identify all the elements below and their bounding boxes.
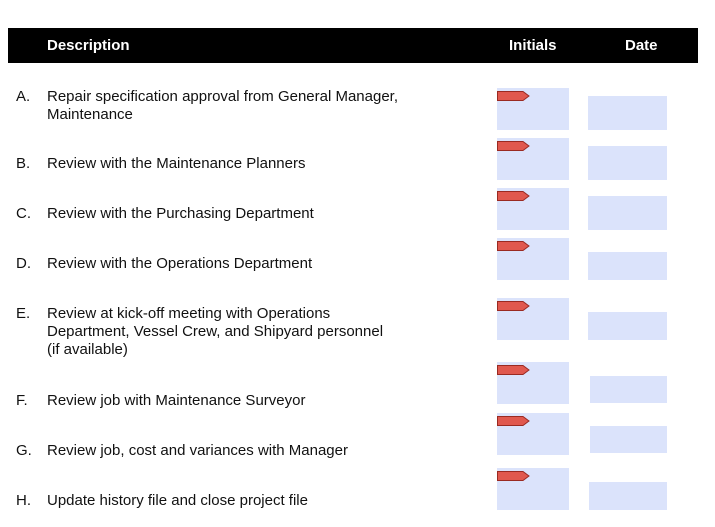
header-date: Date bbox=[625, 37, 658, 54]
date-field[interactable] bbox=[589, 482, 667, 510]
sign-here-tag bbox=[497, 188, 530, 201]
row-letter: D. bbox=[16, 255, 31, 272]
date-field[interactable] bbox=[588, 312, 667, 340]
date-field[interactable] bbox=[588, 146, 667, 180]
date-field[interactable] bbox=[590, 376, 667, 403]
tag-shape bbox=[497, 141, 530, 151]
row-description: Update history file and close project fi… bbox=[47, 492, 308, 509]
sign-here-tag bbox=[497, 88, 530, 101]
date-field[interactable] bbox=[588, 196, 667, 230]
row-description: Review job with Maintenance Surveyor bbox=[47, 392, 306, 409]
tag-shape bbox=[497, 471, 530, 481]
sign-here-tag bbox=[497, 413, 530, 426]
row-description: Review with the Operations Department bbox=[47, 255, 313, 272]
row-description: (if available) bbox=[47, 341, 128, 358]
sign-here-tag bbox=[497, 298, 530, 311]
header-description: Description bbox=[47, 37, 130, 54]
row-letter: F. bbox=[16, 392, 28, 409]
tag-shape bbox=[497, 365, 530, 375]
row-description: Review job, cost and variances with Mana… bbox=[47, 442, 348, 459]
header-initials: Initials bbox=[509, 37, 557, 54]
row-letter: H. bbox=[16, 492, 31, 509]
row-letter: E. bbox=[16, 305, 31, 322]
sign-here-tag bbox=[497, 362, 530, 375]
sign-here-tag bbox=[497, 468, 530, 481]
tag-shape bbox=[497, 91, 530, 101]
row-letter: C. bbox=[16, 205, 31, 222]
row-description: Repair specification approval from Gener… bbox=[47, 88, 399, 105]
sign-here-tag bbox=[497, 138, 530, 151]
tag-shape bbox=[497, 416, 530, 426]
date-field[interactable] bbox=[588, 252, 667, 280]
row-letter: G. bbox=[16, 442, 32, 459]
row-description: Review with the Maintenance Planners bbox=[47, 155, 306, 172]
tag-shape bbox=[497, 301, 530, 311]
tag-shape bbox=[497, 191, 530, 201]
row-description: Review at kick-off meeting with Operatio… bbox=[47, 305, 331, 322]
sign-here-tag bbox=[497, 238, 530, 251]
row-letter: A. bbox=[16, 88, 31, 105]
header-bar bbox=[8, 28, 698, 63]
row-description: Maintenance bbox=[47, 106, 133, 123]
row-letter: B. bbox=[16, 155, 31, 172]
tag-shape bbox=[497, 241, 530, 251]
row-description: Review with the Purchasing Department bbox=[47, 205, 314, 222]
row-description: Department, Vessel Crew, and Shipyard pe… bbox=[47, 323, 384, 340]
date-field[interactable] bbox=[588, 96, 667, 130]
date-field[interactable] bbox=[590, 426, 667, 453]
